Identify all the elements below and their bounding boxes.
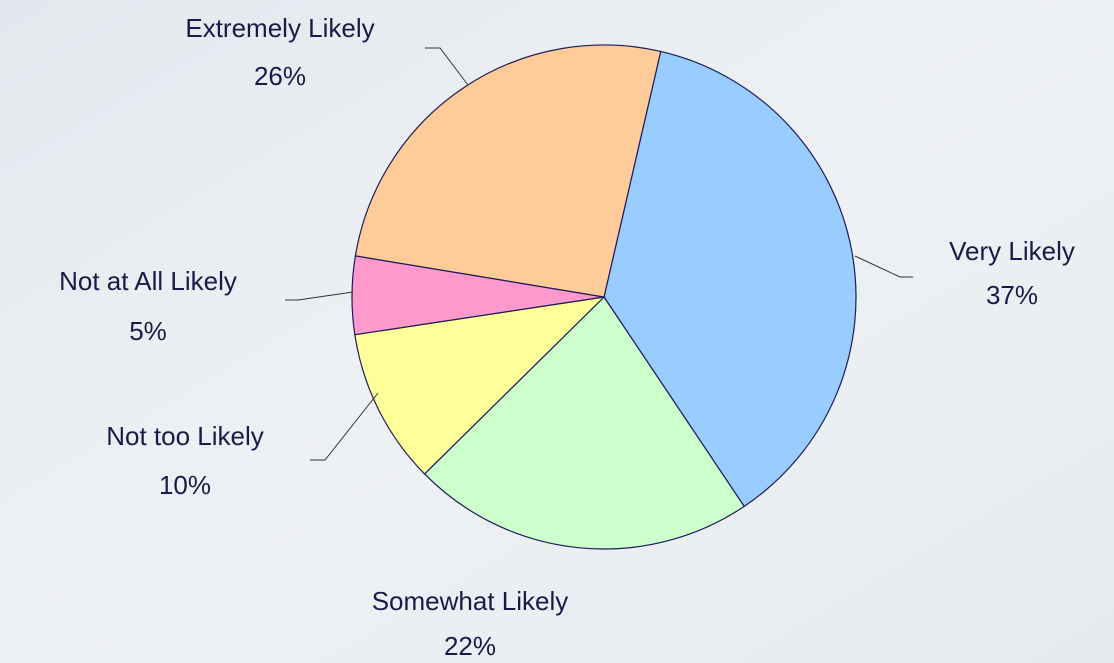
pie-slice bbox=[603, 50, 857, 508]
slice-label: Not too Likely bbox=[106, 421, 264, 451]
pie-slice bbox=[354, 44, 662, 298]
slice-label: Somewhat Likely bbox=[372, 586, 569, 616]
slice-label: Extremely Likely bbox=[185, 13, 374, 43]
slice-value-label: 5% bbox=[129, 316, 167, 346]
slice-value-label: 22% bbox=[444, 631, 496, 661]
leader-line bbox=[854, 255, 913, 278]
pie-slice bbox=[354, 296, 606, 475]
slice-label: Not at All Likely bbox=[59, 266, 237, 296]
leader-line bbox=[425, 47, 469, 86]
leader-line bbox=[285, 291, 354, 301]
slice-label: Very Likely bbox=[949, 236, 1075, 266]
slice-value-label: 37% bbox=[986, 280, 1038, 310]
leader-line bbox=[310, 392, 379, 461]
slice-value-label: 26% bbox=[254, 61, 306, 91]
pie-slice bbox=[423, 296, 746, 550]
slice-value-label: 10% bbox=[159, 470, 211, 500]
